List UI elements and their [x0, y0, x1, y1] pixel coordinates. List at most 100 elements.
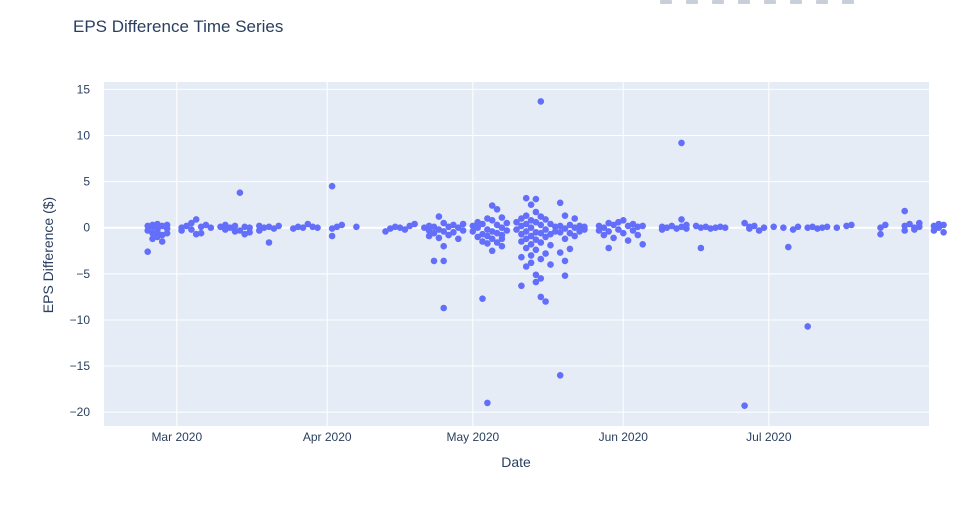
data-point[interactable] — [246, 224, 253, 231]
data-point[interactable] — [518, 253, 525, 261]
data-point[interactable] — [877, 224, 884, 231]
data-point[interactable] — [901, 207, 908, 215]
data-point[interactable] — [178, 227, 185, 234]
data-point[interactable] — [794, 223, 802, 231]
modebar[interactable] — [660, 0, 854, 6]
data-point[interactable] — [940, 221, 947, 229]
data-point[interactable] — [561, 235, 569, 243]
data-point[interactable] — [537, 293, 545, 301]
data-point[interactable] — [255, 227, 263, 234]
data-point[interactable] — [818, 224, 826, 231]
data-point[interactable] — [450, 229, 457, 236]
data-point[interactable] — [741, 402, 748, 410]
data-point[interactable] — [222, 221, 229, 229]
data-point[interactable] — [610, 234, 617, 242]
data-point[interactable] — [882, 221, 889, 229]
box-select-icon[interactable] — [738, 0, 750, 4]
data-point[interactable] — [522, 194, 530, 202]
data-point[interactable] — [542, 233, 549, 241]
data-point[interactable] — [527, 224, 535, 231]
data-point[interactable] — [425, 227, 433, 234]
data-point[interactable] — [231, 222, 239, 230]
data-point[interactable] — [498, 214, 506, 221]
data-point[interactable] — [537, 98, 545, 105]
data-point[interactable] — [566, 229, 574, 237]
data-point[interactable] — [241, 223, 248, 231]
data-point[interactable] — [556, 249, 564, 256]
data-points[interactable] — [144, 98, 947, 410]
data-point[interactable] — [144, 248, 151, 255]
data-point[interactable] — [634, 223, 642, 231]
data-point[interactable] — [906, 220, 913, 228]
pan-icon[interactable] — [712, 0, 724, 4]
data-point[interactable] — [522, 220, 530, 228]
data-point[interactable] — [741, 219, 748, 227]
data-point[interactable] — [556, 229, 564, 236]
data-point[interactable] — [513, 226, 520, 233]
data-point[interactable] — [561, 212, 569, 219]
data-point[interactable] — [440, 242, 448, 250]
data-point[interactable] — [527, 259, 535, 267]
data-point[interactable] — [556, 372, 564, 379]
data-point[interactable] — [518, 238, 525, 245]
data-point[interactable] — [537, 255, 545, 263]
data-point[interactable] — [430, 257, 438, 265]
data-point[interactable] — [479, 220, 486, 228]
data-point[interactable] — [236, 189, 244, 196]
data-point[interactable] — [188, 219, 195, 227]
data-point[interactable] — [755, 227, 763, 234]
data-point[interactable] — [522, 235, 530, 243]
data-point[interactable] — [532, 229, 540, 236]
data-point[interactable] — [556, 222, 564, 230]
data-point[interactable] — [527, 252, 535, 259]
data-point[interactable] — [192, 216, 200, 223]
data-point[interactable] — [484, 232, 491, 240]
data-point[interactable] — [275, 222, 283, 230]
data-point[interactable] — [833, 224, 841, 231]
data-point[interactable] — [600, 231, 608, 239]
data-point[interactable] — [163, 229, 171, 237]
data-point[interactable] — [552, 228, 559, 235]
data-point[interactable] — [503, 227, 511, 234]
data-point[interactable] — [459, 220, 467, 228]
data-point[interactable] — [197, 229, 205, 237]
data-point[interactable] — [498, 242, 506, 250]
data-point[interactable] — [634, 231, 642, 239]
data-point[interactable] — [785, 243, 792, 251]
data-point[interactable] — [532, 236, 540, 243]
data-point[interactable] — [547, 230, 554, 238]
data-point[interactable] — [435, 213, 443, 220]
data-point[interactable] — [537, 213, 545, 220]
data-point[interactable] — [493, 239, 501, 246]
data-point[interactable] — [561, 257, 569, 265]
data-point[interactable] — [624, 237, 632, 244]
data-point[interactable] — [484, 399, 491, 407]
data-point[interactable] — [183, 222, 190, 230]
data-point[interactable] — [522, 244, 530, 252]
data-point[interactable] — [488, 235, 496, 243]
data-point[interactable] — [474, 233, 482, 241]
data-point[interactable] — [629, 220, 637, 228]
data-point[interactable] — [527, 232, 535, 240]
data-point[interactable] — [547, 261, 554, 268]
data-point[interactable] — [911, 226, 918, 233]
data-point[interactable] — [488, 247, 496, 255]
plot-area[interactable] — [104, 82, 929, 426]
data-point[interactable] — [382, 228, 389, 235]
camera-icon[interactable] — [660, 0, 672, 4]
data-point[interactable] — [547, 220, 554, 228]
data-point[interactable] — [299, 224, 307, 231]
data-point[interactable] — [639, 222, 646, 230]
data-point[interactable] — [455, 224, 462, 231]
data-point[interactable] — [532, 278, 540, 286]
data-point[interactable] — [629, 227, 637, 234]
data-point[interactable] — [459, 227, 467, 234]
data-point[interactable] — [503, 219, 511, 227]
data-point[interactable] — [518, 230, 525, 238]
data-point[interactable] — [488, 202, 496, 209]
data-point[interactable] — [188, 226, 195, 233]
data-point[interactable] — [697, 224, 705, 231]
data-point[interactable] — [328, 182, 336, 190]
data-point[interactable] — [542, 298, 549, 305]
